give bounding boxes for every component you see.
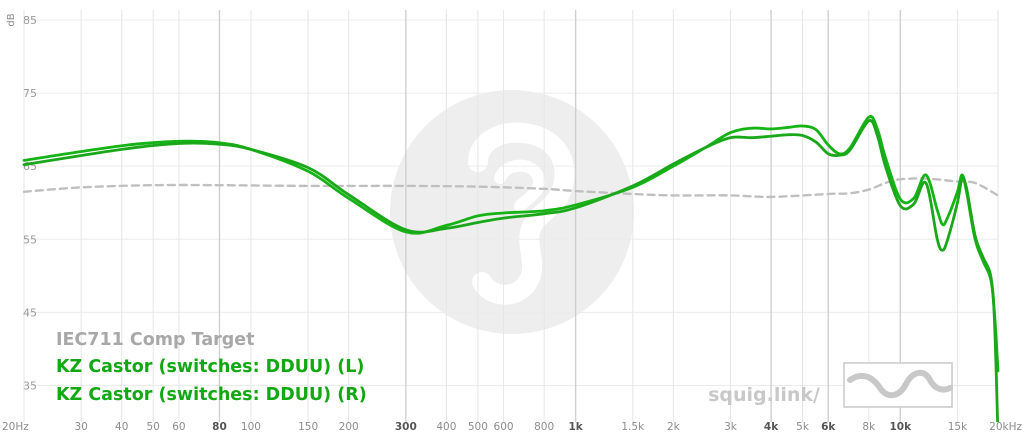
x-tick-label: 4k xyxy=(764,421,779,433)
y-tick-label: 35 xyxy=(23,379,37,392)
grid xyxy=(23,10,999,422)
y-tick-label: 75 xyxy=(23,87,37,100)
series-lines xyxy=(22,115,1000,436)
x-tick-label: 2k xyxy=(667,421,681,433)
x-tick-label: 10k xyxy=(889,421,912,433)
x-tick-label: 60 xyxy=(172,421,185,433)
x-tick-label: 200 xyxy=(339,421,359,433)
x-tick-label: 100 xyxy=(241,421,261,433)
x-tick-label: 1.5k xyxy=(621,421,645,433)
x-tick-label: 40 xyxy=(115,421,128,433)
x-tick-label: 6k xyxy=(821,421,836,433)
y-tick-label: 55 xyxy=(23,233,37,246)
x-axis-ticks: 20Hz 30 40 50 60 80 100 150 200 300 400 500 600 800 1k… xyxy=(2,421,1022,433)
x-tick-label: 80 xyxy=(212,421,227,433)
y-tick-label: 45 xyxy=(23,306,37,319)
legend: IEC711 Comp Target KZ Castor (switches: … xyxy=(56,330,367,405)
x-tick-label: 800 xyxy=(534,421,554,433)
x-tick-label: 3k xyxy=(724,421,738,433)
x-tick-label: 50 xyxy=(147,421,160,433)
y-tick-label: 85 xyxy=(23,14,37,27)
x-tick-label: 1k xyxy=(568,421,583,433)
right-channel-curve[interactable] xyxy=(22,119,999,436)
legend-right-label[interactable]: KZ Castor (switches: DDUU) (R) xyxy=(56,385,367,405)
brand-text[interactable]: squig.link/ xyxy=(708,384,820,406)
x-tick-label: 15k xyxy=(948,421,968,433)
x-tick-label: 500 xyxy=(468,421,488,433)
x-tick-label: 30 xyxy=(74,421,87,433)
x-tick-label: 5k xyxy=(796,421,810,433)
x-tick-label: 20Hz xyxy=(2,421,29,433)
legend-left-label[interactable]: KZ Castor (switches: DDUU) (L) xyxy=(56,357,364,377)
x-tick-label: 300 xyxy=(395,421,417,433)
squiggle-wave-icon xyxy=(843,362,953,408)
x-tick-label: 400 xyxy=(436,421,456,433)
x-tick-label: 8k xyxy=(862,421,876,433)
x-tick-label: 150 xyxy=(298,421,318,433)
branding: squig.link/ xyxy=(708,362,953,408)
left-channel-curve[interactable] xyxy=(22,115,1000,373)
legend-target-label[interactable]: IEC711 Comp Target xyxy=(56,330,255,350)
x-tick-label: 20kHz xyxy=(989,421,1022,433)
target-curve[interactable] xyxy=(22,177,1000,199)
x-tick-label: 600 xyxy=(494,421,514,433)
y-axis-label: dB xyxy=(6,13,17,26)
